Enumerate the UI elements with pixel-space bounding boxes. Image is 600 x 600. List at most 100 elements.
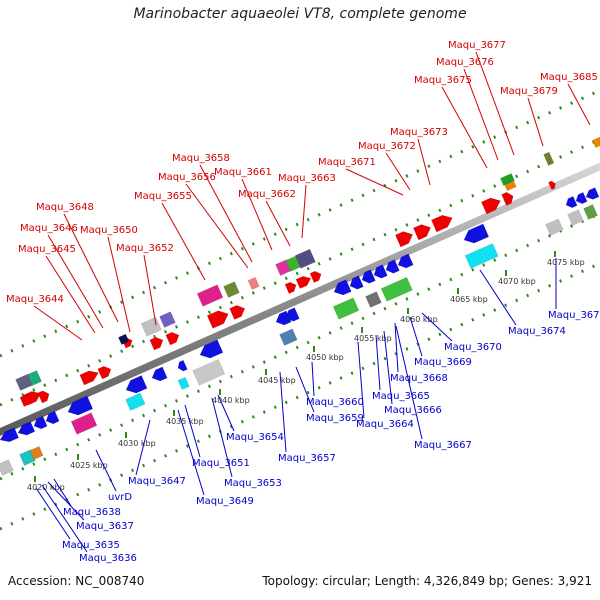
forward-gene-box[interactable] [500,173,515,186]
gene-shape[interactable] [501,190,516,206]
gene-shape[interactable] [0,427,20,445]
gene-shape[interactable] [29,446,44,460]
reverse-gene[interactable] [32,415,48,431]
forward-gene-box[interactable] [223,281,240,298]
forward-gene-box[interactable] [27,370,42,386]
gene-shape[interactable] [574,192,588,205]
gene-label-forward[interactable]: Maqu_3645 [18,244,76,255]
reverse-gene[interactable] [584,187,600,202]
gene-label-forward[interactable]: Maqu_3658 [172,153,230,164]
gene-label-forward[interactable]: Maqu_3652 [116,243,174,254]
gene-label-reverse[interactable]: Maqu_3669 [414,357,472,368]
gene-shape[interactable] [247,276,260,290]
gene-label-reverse[interactable]: Maqu_3667 [414,440,472,451]
reverse-gene[interactable] [384,259,400,276]
gene-shape[interactable] [27,370,42,386]
gene-shape[interactable] [464,243,499,269]
forward-gene-box[interactable] [159,311,176,328]
gene-shape[interactable] [279,328,298,346]
gene-shape[interactable] [197,339,224,362]
reverse-gene[interactable] [348,275,364,292]
gene-shape[interactable] [500,173,515,186]
gene-label-reverse[interactable]: Maqu_3665 [372,391,430,402]
gene-shape[interactable] [206,308,231,329]
forward-gene[interactable] [481,195,503,215]
reverse-gene[interactable] [360,269,376,286]
gene-shape[interactable] [192,359,226,386]
forward-gene-box[interactable] [196,284,224,307]
reverse-gene-box[interactable] [365,291,382,308]
reverse-gene[interactable] [564,196,578,209]
forward-gene[interactable] [501,190,516,206]
gene-label-reverse[interactable]: Maqu_3647 [128,476,186,487]
gene-shape[interactable] [159,311,176,328]
reverse-gene-box[interactable] [70,412,98,435]
gene-shape[interactable] [229,303,248,320]
gene-shape[interactable] [413,222,433,241]
gene-shape[interactable] [32,415,48,431]
forward-gene[interactable] [431,212,455,233]
reverse-gene[interactable] [372,264,388,281]
gene-shape[interactable] [360,269,376,286]
gene-shape[interactable] [125,392,146,411]
gene-label-reverse[interactable]: Maqu_3636 [79,553,137,564]
gene-label-reverse[interactable]: Maqu_3649 [196,496,254,507]
gene-shape[interactable] [196,284,224,307]
forward-gene[interactable] [295,274,313,289]
gene-shape[interactable] [165,330,181,346]
gene-shape[interactable] [365,291,382,308]
gene-label-reverse[interactable]: uvrD [108,492,132,503]
gene-shape[interactable] [548,180,557,190]
gene-label-forward[interactable]: Maqu_3671 [318,157,376,168]
gene-shape[interactable] [284,280,298,294]
gene-label-reverse[interactable]: Maqu_3635 [62,540,120,551]
gene-shape[interactable] [331,279,352,298]
gene-shape[interactable] [176,359,188,372]
reverse-gene[interactable] [396,253,414,271]
forward-gene[interactable] [548,180,557,190]
gene-shape[interactable] [396,253,414,271]
gene-label-forward[interactable]: Maqu_3656 [158,172,216,183]
reverse-gene-box[interactable] [380,276,413,302]
forward-gene[interactable] [37,389,52,404]
gene-shape[interactable] [584,187,600,202]
reverse-gene[interactable] [574,192,588,205]
gene-shape[interactable] [118,333,130,345]
gene-shape[interactable] [545,218,564,236]
forward-gene-box[interactable] [543,151,555,166]
forward-gene[interactable] [395,229,415,248]
gene-label-forward[interactable]: Maqu_3644 [6,294,64,305]
gene-shape[interactable] [564,196,578,209]
reverse-gene[interactable] [331,279,352,298]
reverse-gene-box[interactable] [29,446,44,460]
gene-label-forward[interactable]: Maqu_3675 [414,75,472,86]
reverse-gene-box[interactable] [0,459,14,476]
forward-gene-box[interactable] [294,248,316,269]
gene-shape[interactable] [79,368,101,386]
gene-shape[interactable] [583,204,598,220]
gene-shape[interactable] [332,297,360,320]
gene-shape[interactable] [461,223,490,247]
gene-label-forward[interactable]: Maqu_3679 [500,86,558,97]
gene-shape[interactable] [395,229,415,248]
gene-shape[interactable] [295,274,313,289]
reverse-gene[interactable] [44,410,60,426]
gene-label-reverse[interactable]: Maqu_3670 [444,342,502,353]
gene-label-reverse[interactable]: Maqu_3654 [226,432,284,443]
forward-gene-box[interactable] [140,316,162,337]
gene-shape[interactable] [567,209,584,226]
forward-gene-box[interactable] [504,180,517,192]
gene-shape[interactable] [65,395,94,419]
gene-label-forward[interactable]: Maqu_3648 [36,202,94,213]
gene-label-forward[interactable]: Maqu_3662 [238,189,296,200]
gene-shape[interactable] [123,375,148,397]
gene-label-reverse[interactable]: Maqu_3657 [278,453,336,464]
gene-shape[interactable] [284,307,300,324]
reverse-gene-box[interactable] [177,376,190,390]
forward-gene-box[interactable] [247,276,260,290]
reverse-gene[interactable] [65,395,94,419]
gene-label-reverse[interactable]: Maqu_3674 [508,326,566,337]
gene-shape[interactable] [384,259,400,276]
reverse-gene-box[interactable] [583,204,598,220]
gene-label-reverse[interactable]: Maqu_3637 [76,521,134,532]
